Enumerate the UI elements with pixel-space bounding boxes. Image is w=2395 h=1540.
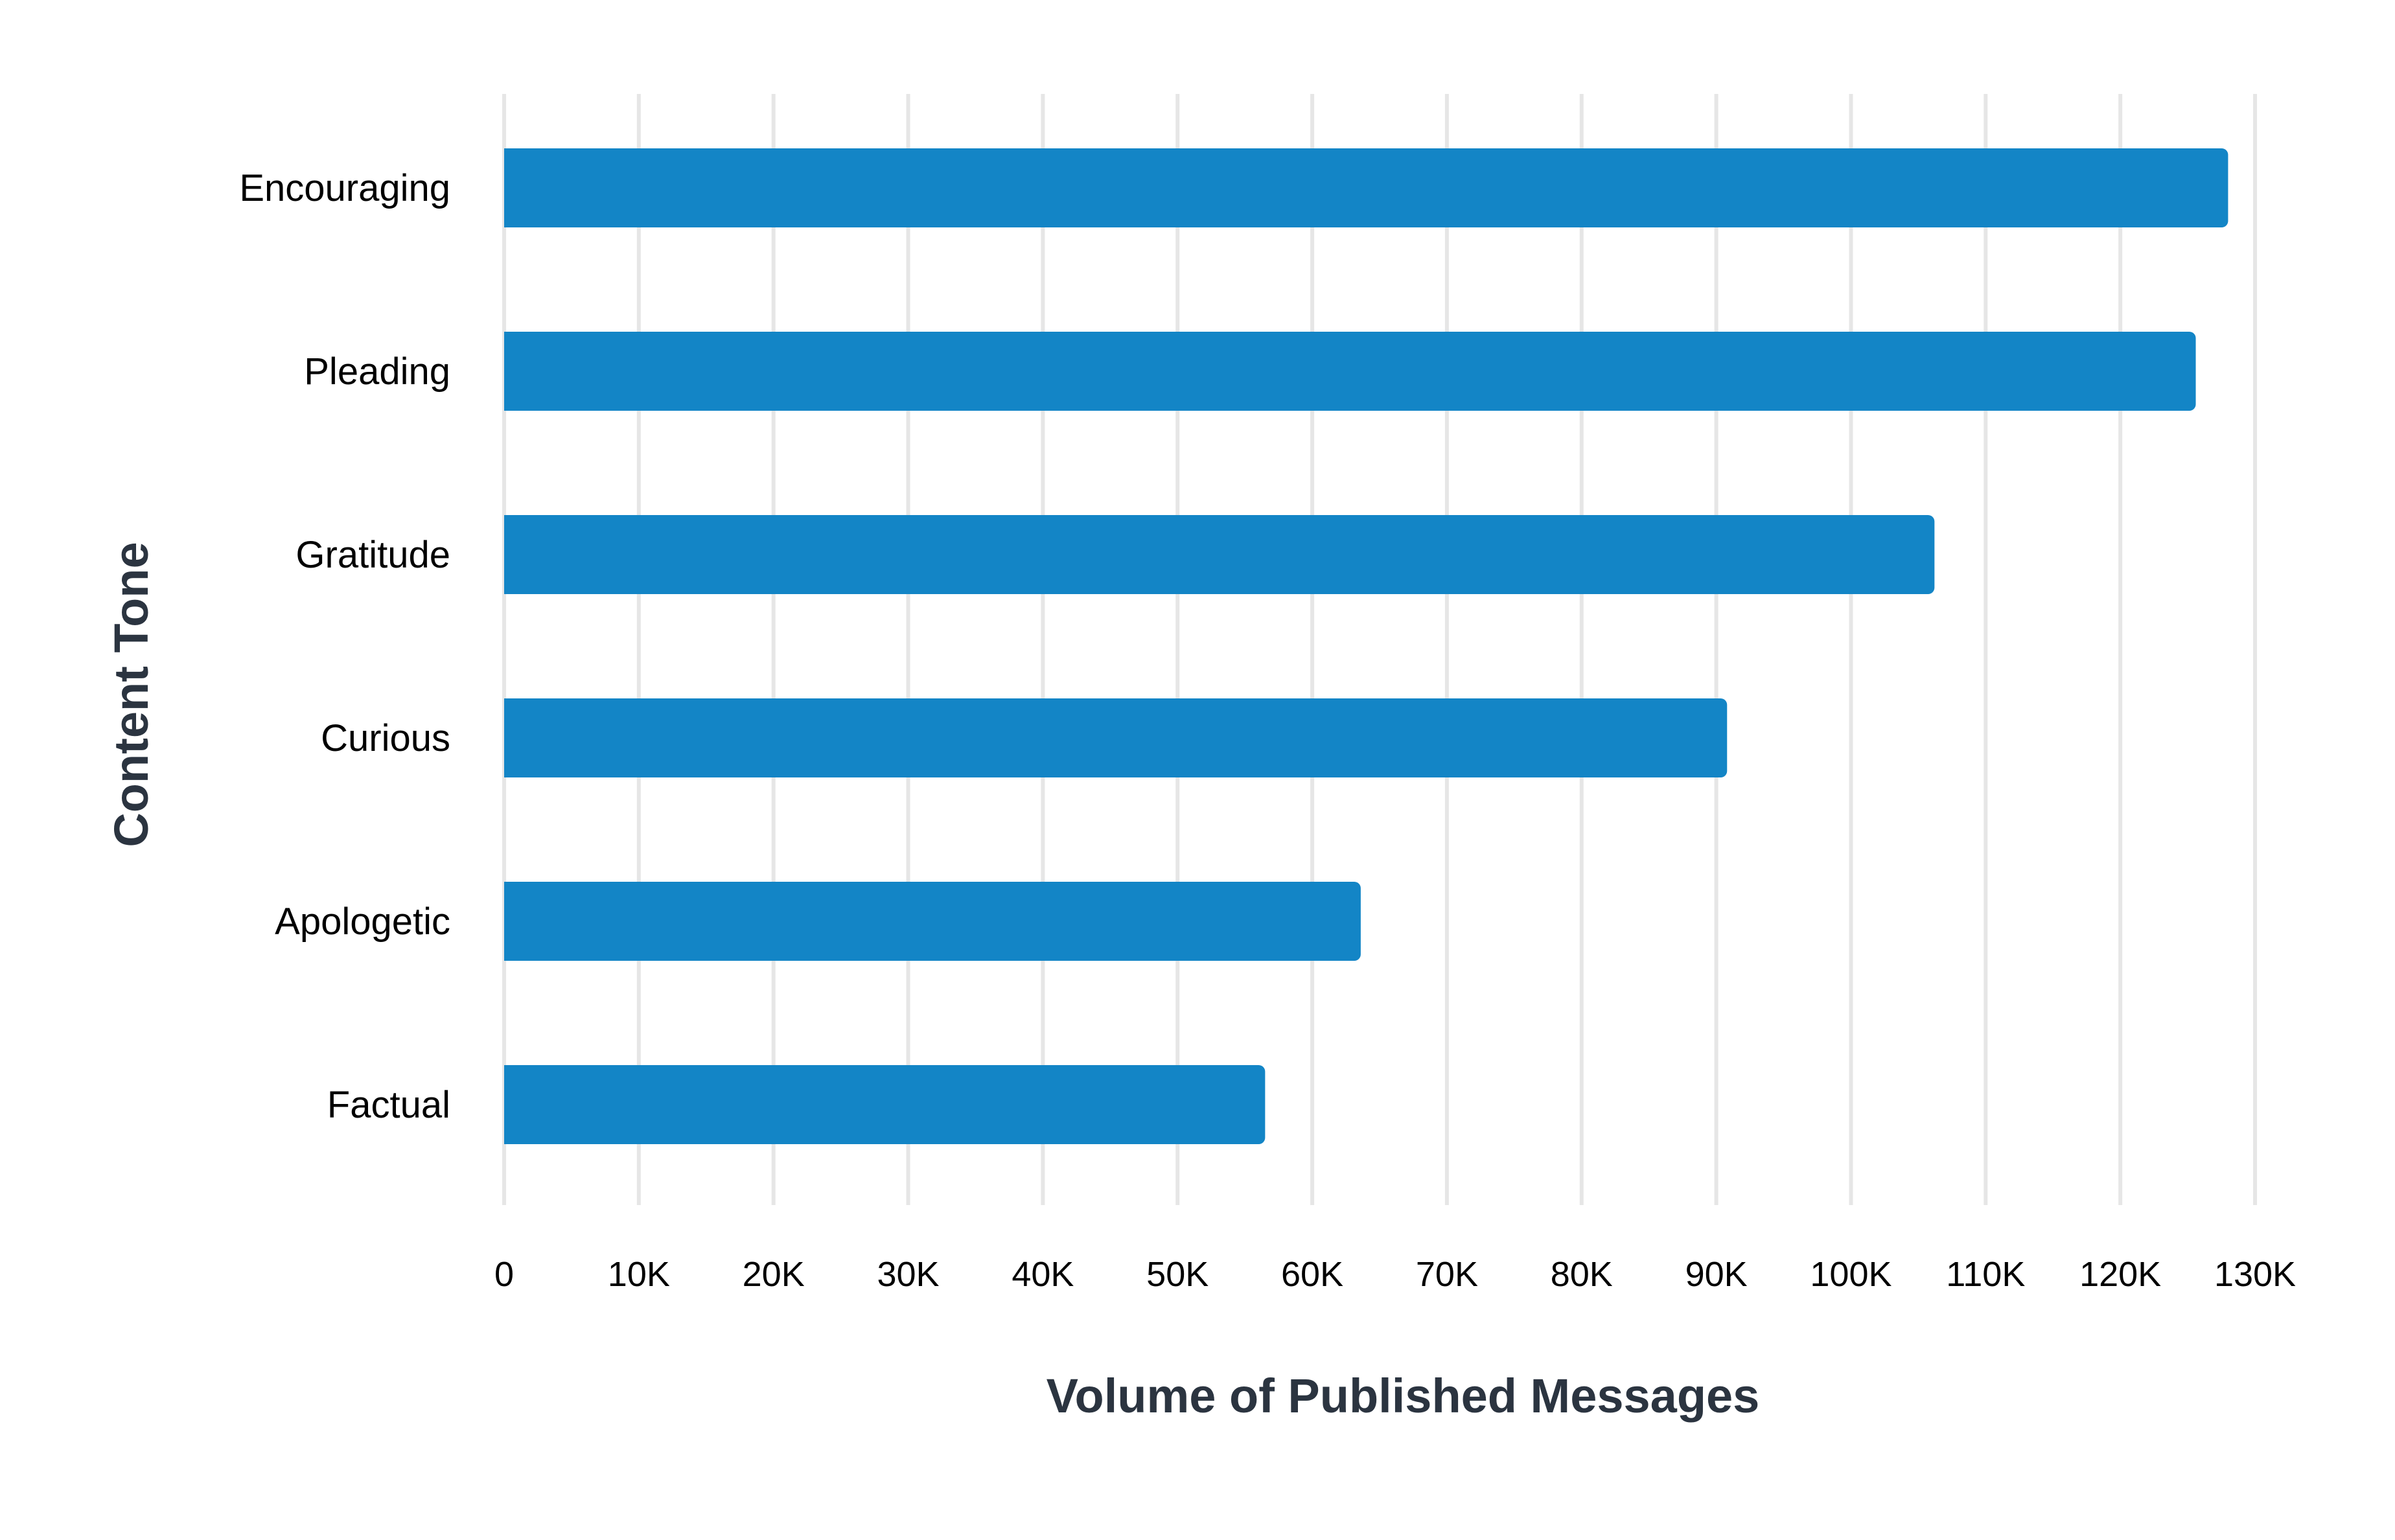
x-tick-label: 0 bbox=[494, 1255, 514, 1294]
bar-left-edge bbox=[504, 698, 517, 777]
bar-encouraging bbox=[504, 148, 2228, 227]
category-label: Apologetic bbox=[275, 901, 450, 943]
category-label: Curious bbox=[321, 717, 450, 759]
category-label: Factual bbox=[327, 1084, 450, 1126]
x-axis-tick-labels: 0 10K 20K 30K 40K 50K 60K 70K 80K 90K 100K 110K 120K… bbox=[494, 1255, 2296, 1294]
x-tick-label: 40K bbox=[1012, 1255, 1074, 1294]
bars bbox=[504, 148, 2228, 1144]
x-tick-label: 30K bbox=[877, 1255, 939, 1294]
x-tick-label: 50K bbox=[1146, 1255, 1209, 1294]
category-label: Gratitude bbox=[295, 534, 450, 576]
bar-left-edge bbox=[504, 332, 517, 411]
y-axis-category-labels: Encouraging Pleading Gratitude Curious Apolo… bbox=[239, 167, 450, 1126]
bar-left-edge bbox=[504, 515, 517, 594]
x-tick-label: 10K bbox=[608, 1255, 670, 1294]
category-label: Pleading bbox=[304, 351, 450, 393]
bar-left-edge bbox=[504, 148, 517, 227]
category-label: Encouraging bbox=[239, 167, 450, 209]
bar-factual bbox=[504, 1065, 1266, 1144]
x-tick-label: 110K bbox=[1946, 1255, 2025, 1294]
bar-left-edge bbox=[504, 1065, 517, 1144]
bar-curious bbox=[504, 698, 1728, 777]
bar-gratitude bbox=[504, 515, 1935, 594]
x-axis-title: Volume of Published Messages bbox=[1047, 1369, 1760, 1423]
grid-lines bbox=[502, 94, 2257, 1205]
x-tick-label: 60K bbox=[1281, 1255, 1343, 1294]
y-axis-title: Content Tone bbox=[104, 542, 158, 847]
x-tick-label: 70K bbox=[1416, 1255, 1478, 1294]
x-tick-label: 90K bbox=[1685, 1255, 1748, 1294]
x-tick-label: 20K bbox=[743, 1255, 805, 1294]
bar-pleading bbox=[504, 332, 2196, 411]
x-tick-label: 80K bbox=[1551, 1255, 1613, 1294]
x-tick-label: 130K bbox=[2214, 1255, 2296, 1294]
x-tick-label: 100K bbox=[1810, 1255, 1892, 1294]
x-tick-label: 120K bbox=[2079, 1255, 2161, 1294]
bar-apologetic bbox=[504, 882, 1361, 961]
bar-left-edge bbox=[504, 882, 517, 961]
